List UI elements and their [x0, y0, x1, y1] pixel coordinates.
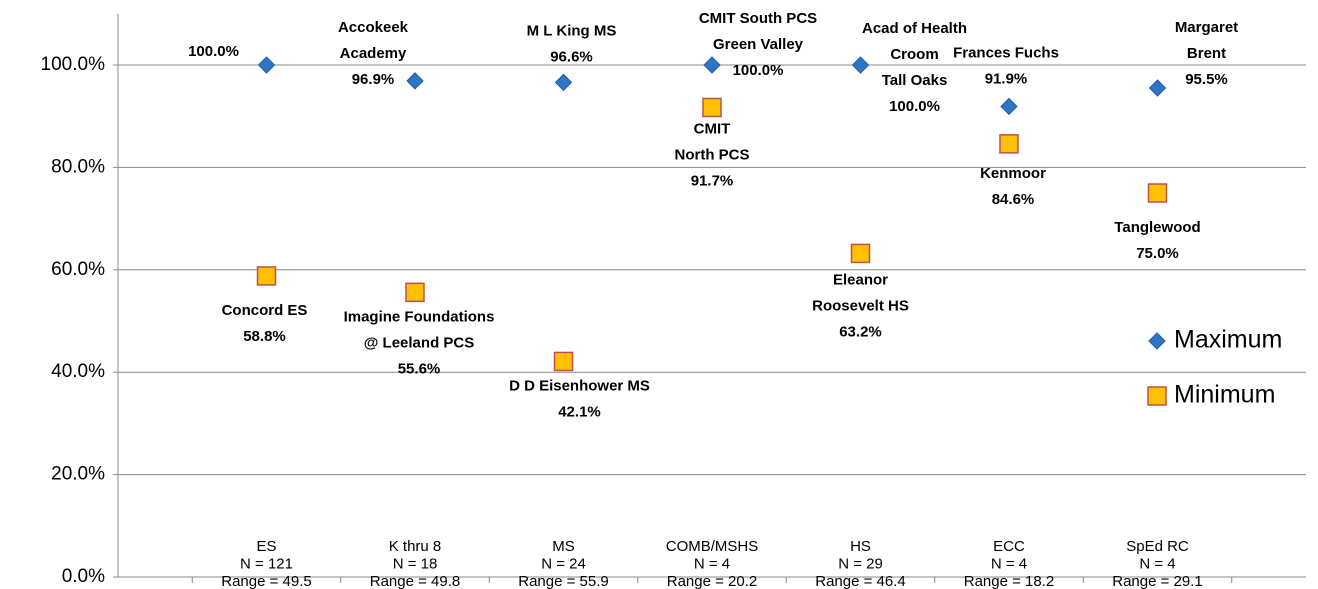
point-label: Roosevelt HS	[812, 297, 909, 314]
x-tick-label: N = 4	[1139, 555, 1175, 572]
data-label: 91.7%	[691, 172, 734, 189]
y-tick-label: 80.0%	[51, 156, 105, 177]
point-label: Brent	[1187, 45, 1226, 62]
point-label: Green Valley	[713, 36, 804, 53]
x-tick-label: SpEd RC	[1126, 538, 1189, 555]
x-tick-label: MS	[552, 538, 575, 555]
max-point	[257, 56, 276, 74]
legend-marker	[1147, 386, 1167, 406]
point-label: Academy	[340, 45, 407, 62]
x-tick-label: K thru 8	[389, 538, 442, 555]
point-label: Concord ES	[222, 302, 308, 319]
point-label: CMIT	[694, 120, 731, 137]
point-label: M L King MS	[527, 22, 617, 39]
x-tick-label: N = 29	[838, 555, 883, 572]
x-tick-label: HS	[850, 538, 871, 555]
data-label: 42.1%	[558, 403, 601, 420]
point-label: D D Eisenhower MS	[509, 377, 650, 394]
x-tick-label: Range = 29.1	[1112, 573, 1203, 589]
point-label: Frances Fuchs	[953, 44, 1059, 61]
x-tick-label: Range = 18.2	[964, 573, 1055, 589]
x-tick-label: N = 121	[240, 555, 293, 572]
point-label: Acad of Health	[862, 20, 967, 37]
point-label: @ Leeland PCS	[364, 334, 475, 351]
x-tick-label: COMB/MSHS	[666, 538, 759, 555]
x-tick-label: Range = 49.8	[370, 573, 461, 589]
point-label: Imagine Foundations	[344, 308, 495, 325]
data-label: 100.0%	[889, 98, 940, 115]
data-label: 96.9%	[352, 71, 395, 88]
data-label: 84.6%	[992, 191, 1035, 208]
point-label: Eleanor	[833, 271, 888, 288]
min-point	[702, 97, 722, 118]
max-point	[406, 72, 424, 90]
max-point	[1148, 79, 1167, 97]
min-point	[405, 282, 425, 303]
y-tick-label: 60.0%	[51, 259, 105, 280]
y-tick-label: 100.0%	[41, 54, 106, 75]
data-label: 91.9%	[985, 70, 1028, 87]
point-label: Croom	[890, 46, 938, 63]
min-point	[256, 266, 277, 286]
y-tick-label: 0.0%	[62, 566, 105, 587]
x-tick-label: N = 24	[541, 555, 586, 572]
data-label: 96.6%	[550, 48, 593, 65]
min-point	[999, 134, 1019, 154]
x-tick-label: ECC	[993, 538, 1025, 555]
legend-marker	[1148, 332, 1166, 350]
x-tick-label: Range = 55.9	[518, 573, 609, 589]
data-label: 100.0%	[733, 62, 784, 79]
min-point	[850, 243, 871, 264]
max-point	[703, 56, 721, 74]
data-label: 63.2%	[839, 323, 882, 340]
x-tick-label: N = 4	[991, 555, 1027, 572]
x-tick-label: ES	[256, 538, 276, 555]
x-tick-label: Range = 20.2	[667, 573, 758, 589]
data-label: 95.5%	[1185, 71, 1228, 88]
x-tick-label: N = 4	[694, 555, 730, 572]
max-point	[1000, 97, 1018, 116]
point-label: Tanglewood	[1114, 219, 1200, 236]
point-label: CMIT South PCS	[699, 10, 817, 27]
x-tick-label: Range = 46.4	[815, 573, 906, 589]
data-label: 55.6%	[398, 360, 441, 377]
point-label: Kenmoor	[980, 165, 1046, 182]
max-point	[554, 73, 573, 92]
data-label: 75.0%	[1136, 245, 1179, 262]
x-tick-label: N = 18	[393, 555, 438, 572]
point-label: North PCS	[675, 146, 750, 163]
max-point	[851, 56, 870, 74]
min-point	[1147, 183, 1168, 203]
min-point	[553, 351, 574, 372]
data-label: 58.8%	[243, 328, 286, 345]
point-label: Accokeek	[338, 19, 409, 36]
x-tick-label: Range = 49.5	[221, 573, 312, 589]
y-tick-label: 40.0%	[51, 361, 105, 382]
data-label: 100.0%	[188, 43, 239, 60]
point-label: Margaret	[1175, 19, 1238, 36]
legend-label: Maximum	[1174, 326, 1282, 354]
legend-label: Minimum	[1174, 381, 1275, 409]
y-tick-label: 20.0%	[51, 464, 105, 485]
point-label: Tall Oaks	[882, 72, 948, 89]
